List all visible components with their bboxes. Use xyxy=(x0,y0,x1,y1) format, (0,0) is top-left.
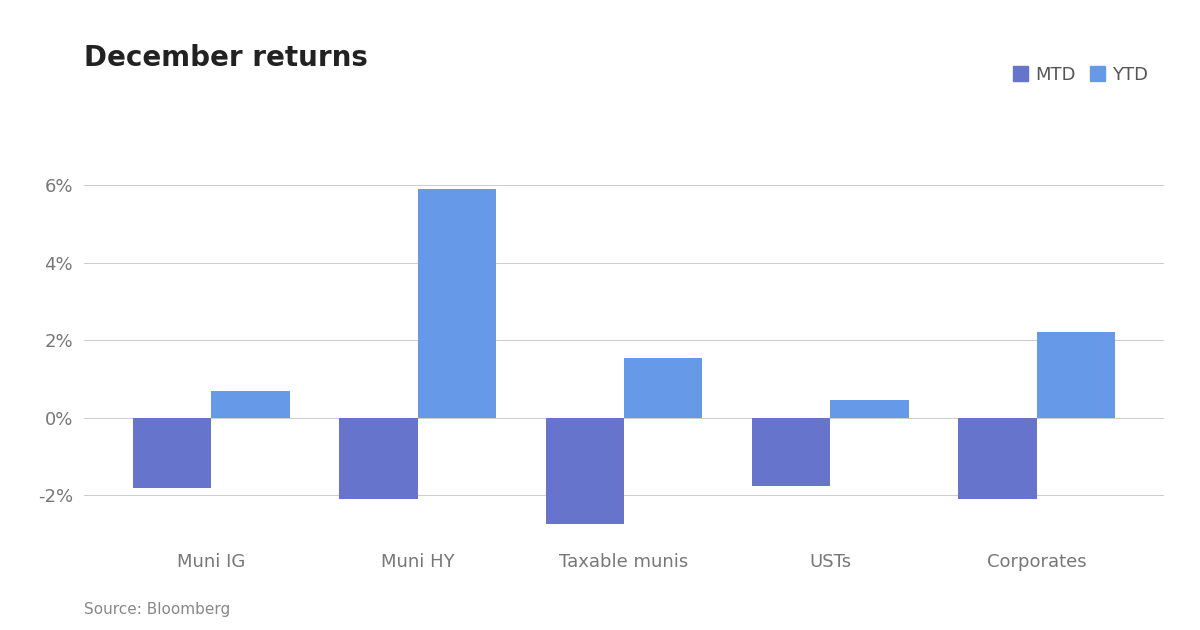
Legend: MTD, YTD: MTD, YTD xyxy=(1007,59,1154,91)
Bar xyxy=(624,358,702,418)
Bar xyxy=(546,418,624,524)
Bar xyxy=(340,418,418,499)
Bar xyxy=(752,418,830,486)
Bar xyxy=(418,189,496,418)
Bar xyxy=(1037,333,1115,418)
Bar xyxy=(211,391,290,418)
Text: December returns: December returns xyxy=(84,44,368,72)
Bar xyxy=(830,400,908,418)
Bar xyxy=(958,418,1037,499)
Bar xyxy=(133,418,211,488)
Text: Source: Bloomberg: Source: Bloomberg xyxy=(84,602,230,617)
